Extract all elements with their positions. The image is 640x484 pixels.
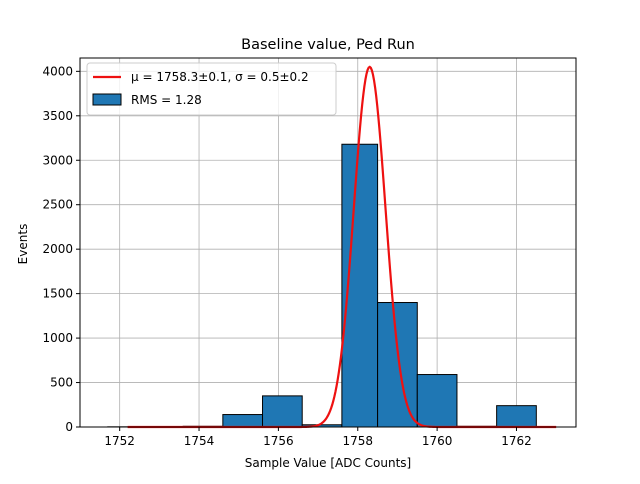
y-axis-label: Events xyxy=(16,224,30,265)
y-tick-label: 3500 xyxy=(42,109,73,123)
legend-fit-label: μ = 1758.3±0.1, σ = 0.5±0.2 xyxy=(131,70,309,84)
legend: μ = 1758.3±0.1, σ = 0.5±0.2 RMS = 1.28 xyxy=(87,63,336,115)
x-tick-label: 1756 xyxy=(263,434,294,448)
x-tick-label: 1754 xyxy=(184,434,215,448)
y-tick-label: 3000 xyxy=(42,153,73,167)
y-tick-label: 2500 xyxy=(42,198,73,212)
x-axis-label: Sample Value [ADC Counts] xyxy=(245,456,411,470)
chart-title: Baseline value, Ped Run xyxy=(241,37,415,53)
y-tick-label: 4000 xyxy=(42,64,73,78)
legend-hist-label: RMS = 1.28 xyxy=(131,93,202,107)
x-tick-label: 1762 xyxy=(501,434,532,448)
histogram-bar xyxy=(378,303,418,427)
histogram-bar xyxy=(263,396,303,427)
y-tick-label: 500 xyxy=(50,376,73,390)
y-tick-label: 2000 xyxy=(42,242,73,256)
histogram-bar xyxy=(417,375,457,427)
y-tick-label: 1000 xyxy=(42,331,73,345)
y-tick-label: 1500 xyxy=(42,287,73,301)
legend-hist-swatch xyxy=(93,94,121,105)
x-tick-label: 1760 xyxy=(422,434,453,448)
x-tick-label: 1752 xyxy=(104,434,135,448)
y-tick-label: 0 xyxy=(65,420,73,434)
histogram-bar xyxy=(497,406,537,427)
x-tick-label: 1758 xyxy=(342,434,373,448)
histogram-bar xyxy=(223,415,263,427)
